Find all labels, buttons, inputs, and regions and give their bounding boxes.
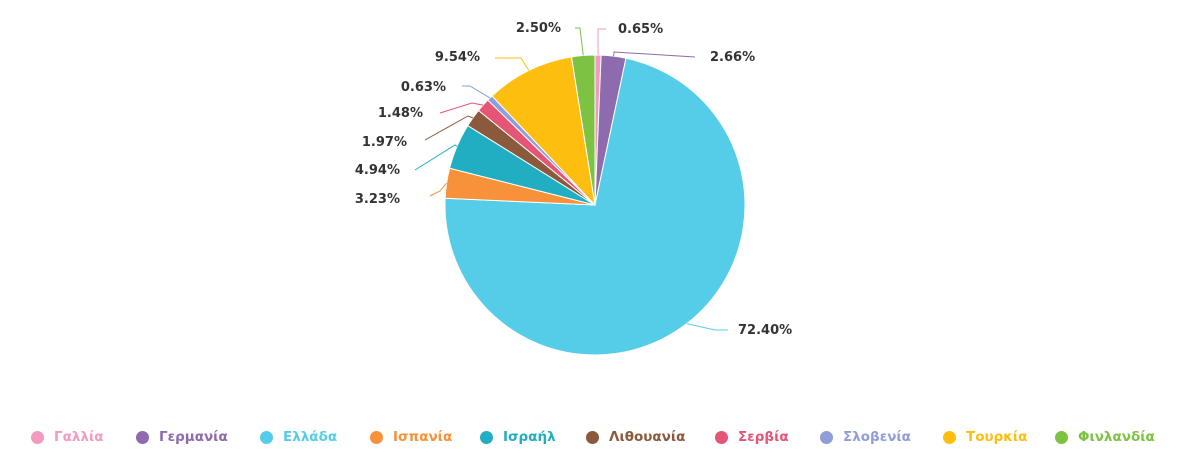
legend-dot-icon xyxy=(31,430,44,444)
legend-label: Λιθουανία xyxy=(609,429,686,445)
legend-label: Σλοβενία xyxy=(843,429,911,445)
legend-item[interactable]: Σλοβενία xyxy=(820,427,911,447)
data-label: 3.23% xyxy=(355,192,400,207)
legend-label: Ισπανία xyxy=(393,429,453,445)
pie-slices xyxy=(444,54,746,356)
data-label: 2.66% xyxy=(710,50,755,65)
legend-label: Τουρκία xyxy=(966,429,1028,445)
legend-label: Ισραήλ xyxy=(503,429,556,445)
legend-item[interactable]: Τουρκία xyxy=(943,427,1027,447)
legend-item[interactable]: Ισραήλ xyxy=(480,427,556,447)
leader-line xyxy=(429,182,447,197)
pie-slice[interactable] xyxy=(491,56,596,207)
pie-slice[interactable] xyxy=(444,57,746,356)
data-label: 4.94% xyxy=(355,163,400,178)
legend-dot-icon xyxy=(260,430,273,444)
legend-item[interactable]: Φινλανδία xyxy=(1055,427,1155,447)
legend-dot-icon xyxy=(820,430,833,444)
leader-line xyxy=(575,27,584,56)
data-label: 72.40% xyxy=(738,323,792,338)
legend-item[interactable]: Ισπανία xyxy=(370,427,452,447)
legend-item[interactable]: Γαλλία xyxy=(31,427,104,447)
legend-dot-icon xyxy=(586,430,599,444)
data-label: 1.97% xyxy=(362,135,407,150)
leader-line xyxy=(424,115,474,141)
leader-line xyxy=(495,57,530,71)
data-labels: 0.65% 2.66% 72.40% 3.23% 4.94% 1.97% 1.48% 0.63… xyxy=(355,21,792,338)
leader-line xyxy=(613,51,696,58)
legend: Γαλλία Γερμανία Ελλάδα Ισπανία Ισραήλ Λιθουαν… xyxy=(0,427,1199,447)
legend-item[interactable]: Λιθουανία xyxy=(586,427,685,447)
data-label: 9.54% xyxy=(435,50,480,65)
legend-label: Σερβία xyxy=(738,429,789,445)
legend-dot-icon xyxy=(715,430,728,444)
data-label: 1.48% xyxy=(378,106,423,121)
legend-dot-icon xyxy=(370,430,383,444)
legend-dot-icon xyxy=(480,430,493,444)
leader-line xyxy=(414,144,458,171)
legend-label: Ελλάδα xyxy=(283,429,338,445)
leader-line xyxy=(462,85,491,99)
leader-line xyxy=(686,323,728,331)
legend-dot-icon xyxy=(943,430,956,444)
legend-label: Γερμανία xyxy=(159,429,228,445)
legend-label: Φινλανδία xyxy=(1078,429,1155,445)
legend-dot-icon xyxy=(1055,430,1068,444)
data-label: 0.65% xyxy=(618,22,663,37)
data-label: 2.50% xyxy=(516,21,561,36)
leader-lines xyxy=(414,27,728,331)
legend-label: Γαλλία xyxy=(54,429,104,445)
legend-item[interactable]: Ελλάδα xyxy=(260,427,337,447)
legend-item[interactable]: Γερμανία xyxy=(136,427,228,447)
legend-dot-icon xyxy=(136,430,149,444)
leader-line xyxy=(439,102,484,114)
leader-line xyxy=(597,28,606,56)
data-label: 0.63% xyxy=(401,80,446,95)
legend-item[interactable]: Σερβία xyxy=(715,427,789,447)
pie-chart: 0.65% 2.66% 72.40% 3.23% 4.94% 1.97% 1.48% 0.63… xyxy=(355,21,792,356)
